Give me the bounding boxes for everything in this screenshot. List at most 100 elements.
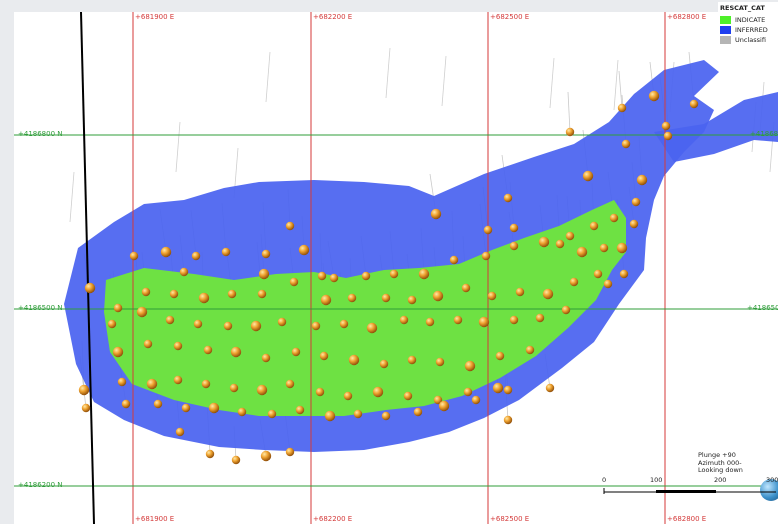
sample-sphere: [181, 403, 191, 413]
sample-sphere: [319, 351, 329, 361]
sample-sphere: [261, 249, 271, 259]
sample-sphere: [389, 269, 399, 279]
sample-sphere: [381, 411, 391, 421]
sample-sphere: [464, 360, 476, 372]
sample-sphere: [198, 292, 210, 304]
sample-sphere: [621, 139, 631, 149]
sample-sphere: [636, 174, 648, 186]
sample-sphere: [256, 384, 268, 396]
sample-sphere: [433, 395, 443, 405]
sample-sphere: [565, 127, 575, 137]
sample-sphere: [542, 288, 554, 300]
sample-sphere: [525, 345, 535, 355]
sample-sphere: [603, 279, 613, 289]
sample-sphere: [535, 313, 545, 323]
legend-title: RESCAT_CAT: [720, 4, 765, 12]
sample-sphere: [258, 268, 270, 280]
sample-sphere: [311, 321, 321, 331]
drill-trace: [69, 171, 75, 223]
sample-sphere: [463, 387, 473, 397]
indicated-zone: [104, 200, 626, 416]
sample-sphere: [689, 99, 699, 109]
sample-sphere: [353, 409, 363, 419]
sample-sphere: [399, 315, 409, 325]
sample-sphere: [619, 269, 629, 279]
northing-label-left-2: +4186500 N: [18, 304, 63, 312]
sample-sphere: [503, 193, 513, 203]
scale-bar: 0 100 200 300: [600, 476, 778, 506]
sample-sphere: [515, 287, 525, 297]
sample-sphere: [663, 131, 673, 141]
sample-sphere: [403, 391, 413, 401]
sample-sphere: [495, 351, 505, 361]
sample-sphere: [173, 375, 183, 385]
sample-sphere: [453, 315, 463, 325]
sample-sphere: [173, 341, 183, 351]
sample-sphere: [229, 383, 239, 393]
sample-sphere: [227, 289, 237, 299]
sample-sphere: [616, 242, 628, 254]
sample-sphere: [593, 269, 603, 279]
sample-sphere: [237, 407, 247, 417]
sample-sphere: [160, 246, 172, 258]
sample-sphere: [165, 315, 175, 325]
sample-sphere: [121, 399, 131, 409]
sample-sphere: [576, 246, 588, 258]
sample-sphere: [599, 243, 609, 253]
sample-sphere: [471, 395, 481, 405]
legend-item-inferred: INFERRED: [720, 25, 778, 35]
sample-sphere: [175, 427, 185, 437]
northing-label-left-1: +4186800 N: [18, 130, 63, 138]
scale-bar-graphic: [603, 488, 776, 494]
northing-label-right-2: +418650: [747, 304, 778, 312]
sample-sphere: [631, 197, 641, 207]
view-direction-readout: Looking down: [698, 466, 743, 474]
drill-trace: [618, 70, 623, 109]
sample-sphere: [169, 289, 179, 299]
sample-sphere: [285, 221, 295, 231]
sample-sphere: [78, 384, 90, 396]
sample-sphere: [343, 391, 353, 401]
drill-trace: [441, 55, 447, 107]
sample-sphere: [555, 239, 565, 249]
sample-sphere: [208, 402, 220, 414]
sample-sphere: [413, 407, 423, 417]
sample-sphere: [136, 306, 148, 318]
sample-sphere: [230, 346, 242, 358]
sample-sphere: [277, 317, 287, 327]
sample-sphere: [146, 378, 158, 390]
3d-viewport[interactable]: +681900 E +682200 E +682500 E +682800 E …: [14, 12, 778, 524]
sample-sphere: [112, 346, 124, 358]
sample-sphere: [372, 386, 384, 398]
sample-sphere: [324, 410, 336, 422]
easting-label-bottom-1: +681900 E: [135, 515, 175, 523]
legend-label-indicated: INDICATE: [735, 16, 766, 24]
drill-trace: [265, 51, 271, 103]
sample-sphere: [366, 322, 378, 334]
sample-sphere: [461, 283, 471, 293]
sample-sphere: [509, 223, 519, 233]
sample-sphere: [201, 379, 211, 389]
legend-label-unclassified: Unclassifi: [735, 36, 766, 44]
legend-item-indicated: INDICATE: [720, 15, 778, 25]
sample-sphere: [449, 255, 459, 265]
sample-sphere: [438, 400, 450, 412]
legend-item-unclassified: Unclassifi: [720, 35, 778, 45]
azimuth-readout: Azimuth 000-: [698, 458, 742, 467]
sample-sphere: [285, 379, 295, 389]
drill-trace: [567, 91, 571, 133]
scale-label-100: 100: [650, 476, 663, 484]
sample-sphere: [569, 277, 579, 287]
sample-sphere: [84, 282, 96, 294]
legend-swatch-unclassified: [720, 36, 731, 44]
sample-sphere: [347, 293, 357, 303]
sample-sphere: [205, 449, 215, 459]
scale-label-300: 300: [766, 476, 778, 484]
sample-sphere: [257, 289, 267, 299]
sample-sphere: [143, 339, 153, 349]
easting-label-bottom-2: +682200 E: [313, 515, 353, 523]
block-model-scene[interactable]: [14, 12, 778, 524]
sample-sphere: [339, 319, 349, 329]
orientation-globe-icon[interactable]: [760, 479, 778, 501]
legend: RESCAT_CAT INDICATE INFERRED Unclassifi: [718, 2, 778, 60]
